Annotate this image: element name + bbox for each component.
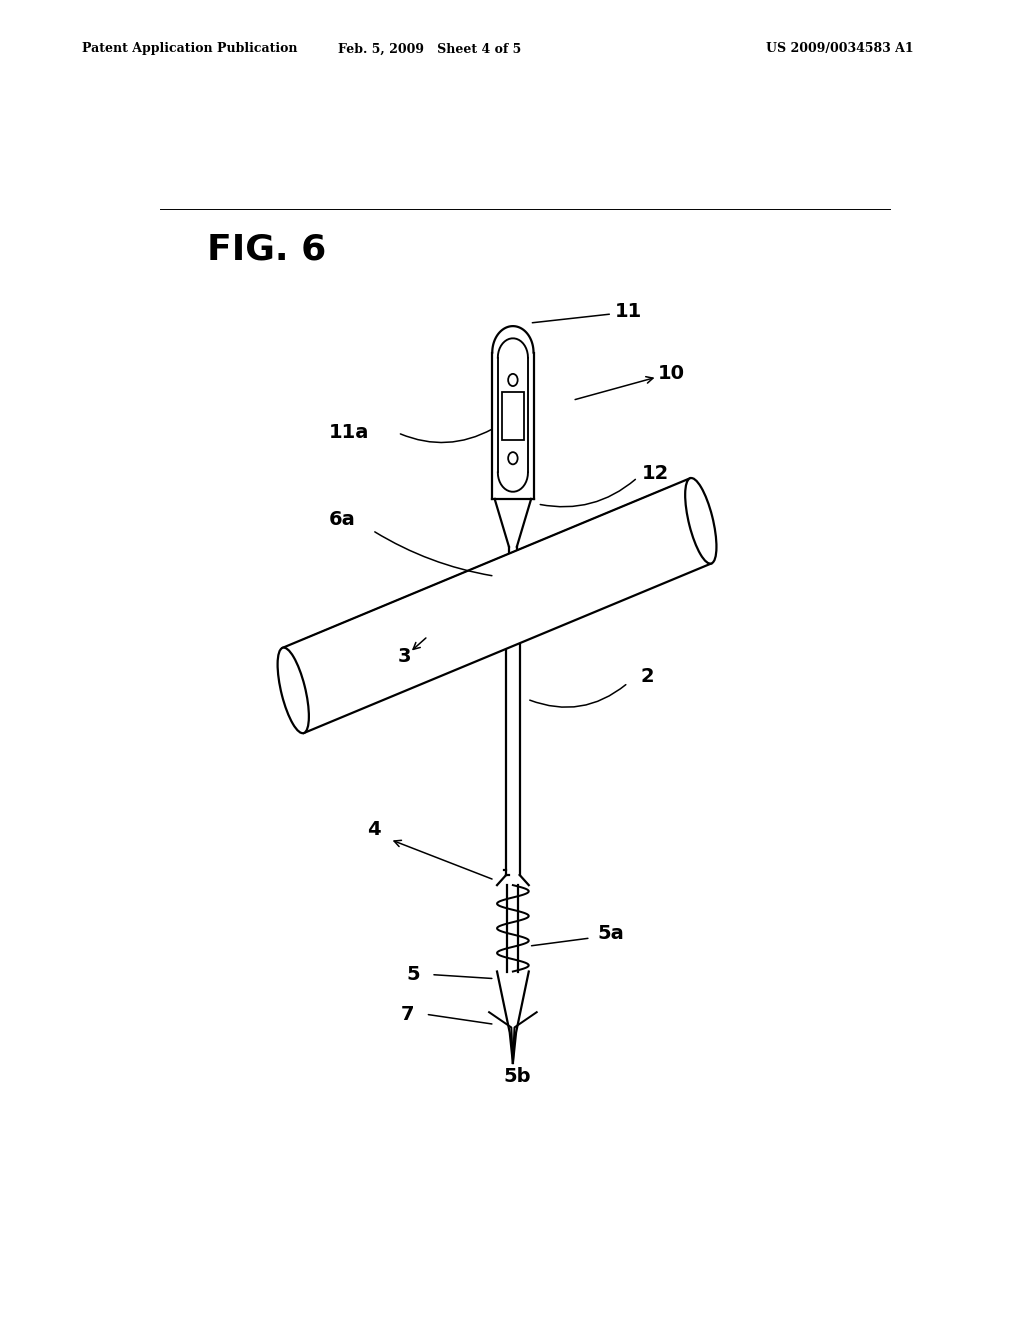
Text: Feb. 5, 2009   Sheet 4 of 5: Feb. 5, 2009 Sheet 4 of 5 xyxy=(339,42,521,55)
Circle shape xyxy=(508,374,518,385)
Text: 5b: 5b xyxy=(503,1067,530,1086)
Text: 6a: 6a xyxy=(329,510,355,529)
Bar xyxy=(506,561,519,875)
Text: Patent Application Publication: Patent Application Publication xyxy=(82,42,297,55)
Text: 2: 2 xyxy=(641,668,654,686)
Circle shape xyxy=(508,453,518,465)
Text: 12: 12 xyxy=(642,465,670,483)
Ellipse shape xyxy=(278,648,309,733)
Text: 5: 5 xyxy=(407,965,421,985)
Ellipse shape xyxy=(685,478,717,564)
Text: 10: 10 xyxy=(658,364,685,383)
Polygon shape xyxy=(283,478,712,733)
Text: 5a: 5a xyxy=(597,924,624,944)
Text: US 2009/0034583 A1: US 2009/0034583 A1 xyxy=(766,42,913,55)
Text: FIG. 6: FIG. 6 xyxy=(207,232,327,267)
Text: 3: 3 xyxy=(397,647,411,665)
Bar xyxy=(502,392,524,440)
Polygon shape xyxy=(497,972,528,1063)
Text: 11a: 11a xyxy=(329,424,369,442)
Text: 7: 7 xyxy=(400,1005,414,1024)
Text: 4: 4 xyxy=(368,820,381,838)
Text: 11: 11 xyxy=(614,302,642,321)
